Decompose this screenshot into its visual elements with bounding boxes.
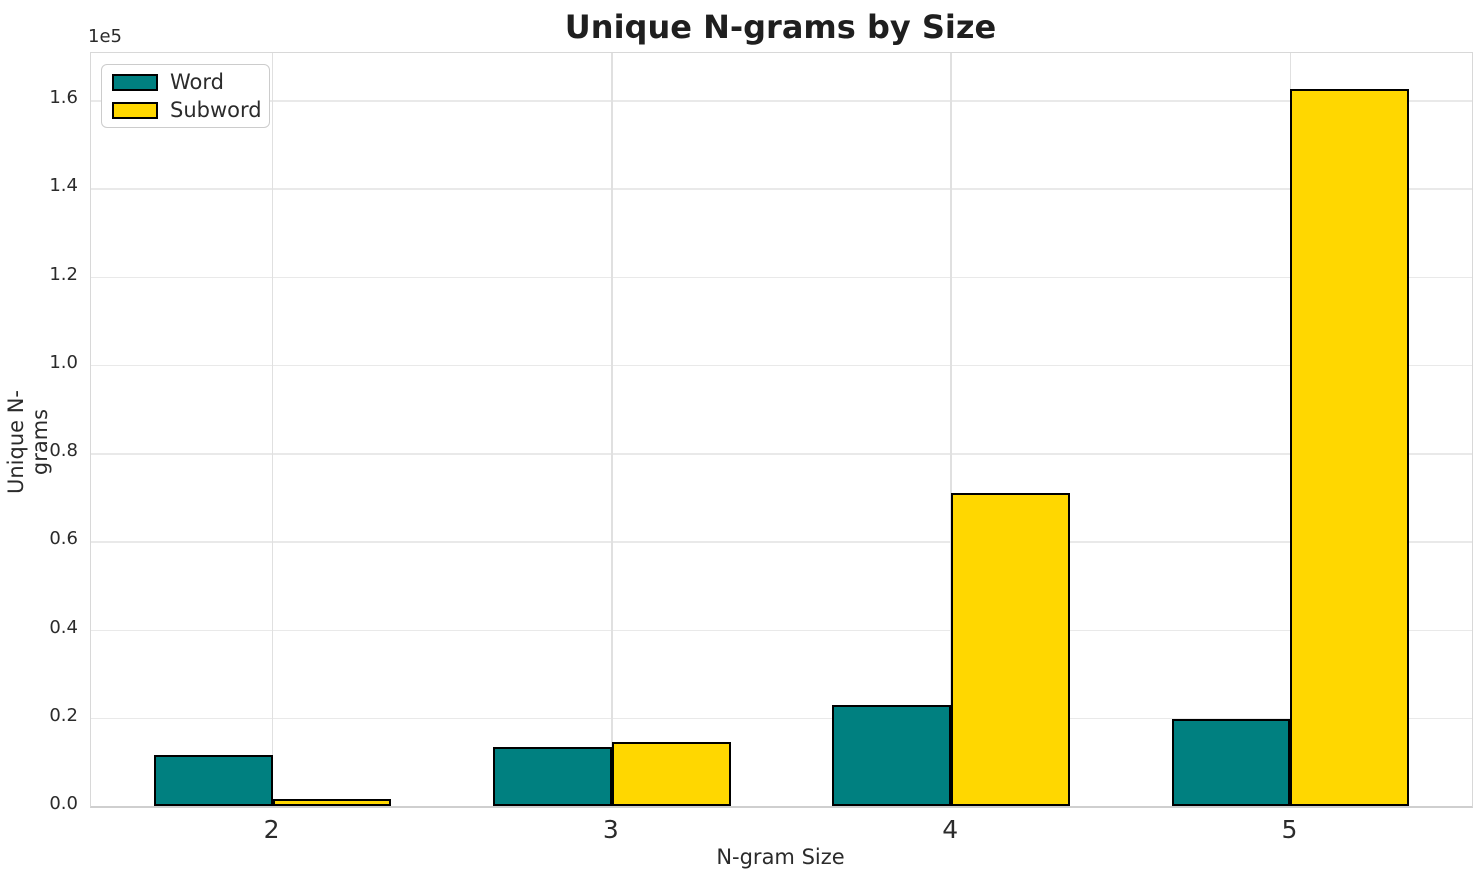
y-tick-label: 1.4 [49, 175, 78, 197]
gridline-vertical [611, 53, 613, 806]
y-tick-label: 1.0 [49, 351, 78, 373]
legend-label-word: Word [170, 69, 224, 94]
y-axis-offset-label: 1e5 [88, 26, 122, 47]
y-tick-label: 1.6 [49, 87, 78, 109]
x-tick-label: 2 [263, 815, 280, 844]
gridline-vertical [950, 53, 952, 806]
legend-swatch-subword [112, 101, 158, 119]
legend: Word Subword [101, 64, 270, 128]
bar-subword-2 [272, 798, 392, 806]
y-tick-label: 1.2 [49, 263, 78, 285]
bar-word-3 [493, 747, 612, 806]
x-tick-label: 3 [602, 815, 619, 844]
gridline-horizontal [91, 541, 1472, 543]
gridline-vertical [271, 53, 274, 806]
y-tick-label: 0.0 [49, 793, 78, 814]
y-tick-label: 0.4 [49, 616, 78, 638]
gridline-horizontal [91, 100, 1472, 102]
legend-item-subword: Subword [112, 97, 262, 122]
legend-label-subword: Subword [170, 97, 262, 122]
bar-subword-3 [611, 741, 731, 806]
x-tick-label: 5 [1281, 815, 1298, 844]
x-tick-label: 4 [942, 815, 959, 844]
gridline-horizontal [91, 717, 1472, 720]
bar-word-4 [832, 705, 952, 806]
y-tick-label: 0.8 [49, 440, 78, 462]
bar-word-2 [153, 755, 273, 806]
legend-item-word: Word [112, 69, 259, 94]
bar-subword-4 [951, 493, 1070, 806]
gridline-horizontal [91, 453, 1472, 455]
gridline-horizontal [91, 276, 1472, 279]
y-tick-label: 0.6 [49, 528, 78, 550]
gridline-horizontal [91, 188, 1472, 190]
gridline-horizontal [91, 629, 1472, 632]
chart-title: Unique N-grams by Size [564, 8, 997, 46]
gridline-horizontal [91, 364, 1472, 367]
bar-subword-5 [1290, 88, 1410, 806]
bar-word-5 [1171, 719, 1291, 806]
x-axis-label: N-gram Size [716, 845, 845, 869]
y-tick-label: 0.2 [49, 704, 78, 726]
plot-area [90, 52, 1473, 808]
legend-swatch-word [112, 73, 158, 91]
